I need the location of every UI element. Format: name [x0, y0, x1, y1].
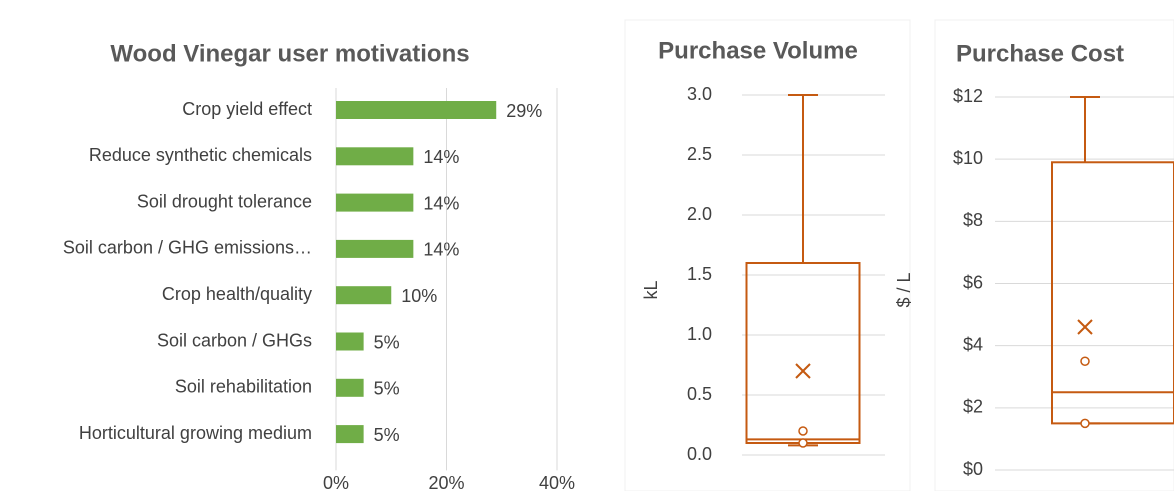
y-tick-label: 2.5 — [687, 144, 712, 164]
outlier — [1080, 418, 1090, 429]
y-tick-label: $6 — [963, 272, 983, 292]
outlier — [1080, 356, 1090, 366]
y-axis-label: $ / L — [894, 272, 914, 307]
y-tick-label: 2.0 — [687, 204, 712, 224]
data-label: 10% — [401, 286, 437, 306]
data-label: 5% — [374, 425, 400, 445]
y-tick-label: 1.0 — [687, 324, 712, 344]
mean-marker — [795, 363, 811, 379]
outlier — [798, 426, 808, 436]
bar — [336, 147, 414, 166]
y-tick-label: 0.5 — [687, 384, 712, 404]
mean-stroke — [795, 363, 811, 379]
category-label: Soil carbon / GHGs — [157, 330, 312, 350]
y-axis-label: kL — [641, 280, 661, 299]
data-label: 29% — [506, 101, 542, 121]
chart-title: Purchase Cost — [956, 40, 1124, 67]
x-tick-label: 20% — [428, 473, 464, 491]
y-tick-label: $4 — [963, 334, 983, 354]
x-tick-label: 0% — [323, 473, 349, 491]
mean-marker — [1077, 319, 1093, 335]
x-tick-label: 40% — [539, 473, 575, 491]
data-label: 14% — [423, 193, 459, 213]
category-label: Reduce synthetic chemicals — [89, 145, 312, 165]
y-tick-label: 1.5 — [687, 264, 712, 284]
box — [1051, 161, 1174, 425]
panel — [934, 19, 1174, 491]
y-tick-label: 0.0 — [687, 444, 712, 464]
y-tick-label: $10 — [953, 148, 983, 168]
y-tick-label: $8 — [963, 210, 983, 230]
bar — [336, 425, 364, 444]
data-label: 14% — [423, 240, 459, 260]
category-label: Crop health/quality — [162, 284, 312, 304]
category-label: Soil carbon / GHG emissions… — [63, 238, 312, 258]
mean-stroke — [1077, 319, 1093, 335]
bar — [336, 332, 364, 351]
y-tick-label: $12 — [953, 86, 983, 106]
chart-title: Purchase Volume — [658, 37, 858, 64]
y-tick-label: $0 — [963, 459, 983, 479]
category-label: Horticultural growing medium — [79, 423, 312, 443]
bar — [336, 193, 414, 212]
bar — [336, 378, 364, 397]
category-label: Soil rehabilitation — [175, 377, 312, 397]
panel — [624, 19, 911, 491]
y-tick-label: $2 — [963, 397, 983, 417]
chart-title: Wood Vinegar user motivations — [110, 40, 469, 67]
data-label: 5% — [374, 379, 400, 399]
bar — [336, 239, 414, 258]
outlier — [798, 438, 808, 448]
category-label: Crop yield effect — [182, 99, 312, 119]
bar — [336, 101, 497, 119]
y-tick-label: 3.0 — [687, 84, 712, 104]
data-label: 5% — [374, 332, 400, 352]
category-label: Soil drought tolerance — [137, 191, 312, 211]
data-label: 14% — [423, 147, 459, 167]
bar — [336, 286, 392, 305]
